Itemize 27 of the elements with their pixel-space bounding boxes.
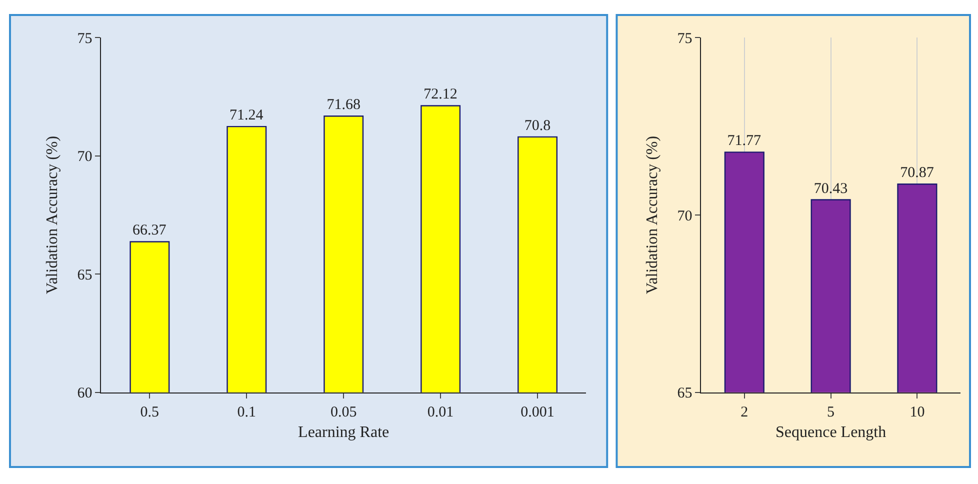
x-tick-label: 0.001 [520, 404, 554, 420]
x-tick-label: 0.05 [330, 404, 357, 420]
y-tick-label: 65 [677, 386, 692, 402]
x-tick-label: 0.1 [237, 404, 256, 420]
data-label: 70.87 [900, 165, 934, 182]
y-tick-label: 70 [77, 149, 92, 166]
y-tick-label: 75 [77, 30, 92, 47]
x-tick-label: 10 [910, 404, 925, 420]
data-label: 72.12 [424, 86, 458, 103]
data-label: 71.68 [326, 97, 360, 114]
y-axis-title: Validation Accuracy (%) [44, 136, 62, 294]
y-tick-label: 75 [677, 30, 692, 47]
data-label: 70.43 [814, 180, 848, 197]
data-label: 70.8 [524, 118, 551, 134]
y-tick-label: 65 [77, 267, 92, 284]
y-tick-label: 70 [677, 208, 692, 224]
data-label: 66.37 [132, 222, 167, 239]
y-tick-label: 60 [77, 386, 92, 402]
x-axis-title: Learning Rate [298, 424, 390, 442]
x-tick-label: 0.01 [427, 404, 454, 420]
data-label: 71.24 [230, 108, 264, 124]
data-label: 71.77 [727, 133, 762, 150]
x-tick-label: 2 [740, 404, 748, 420]
x-tick-label: 5 [827, 404, 835, 420]
x-axis-title: Sequence Length [775, 424, 886, 442]
x-tick-label: 0.5 [140, 404, 160, 420]
y-axis-title: Validation Accuracy (%) [644, 136, 662, 294]
